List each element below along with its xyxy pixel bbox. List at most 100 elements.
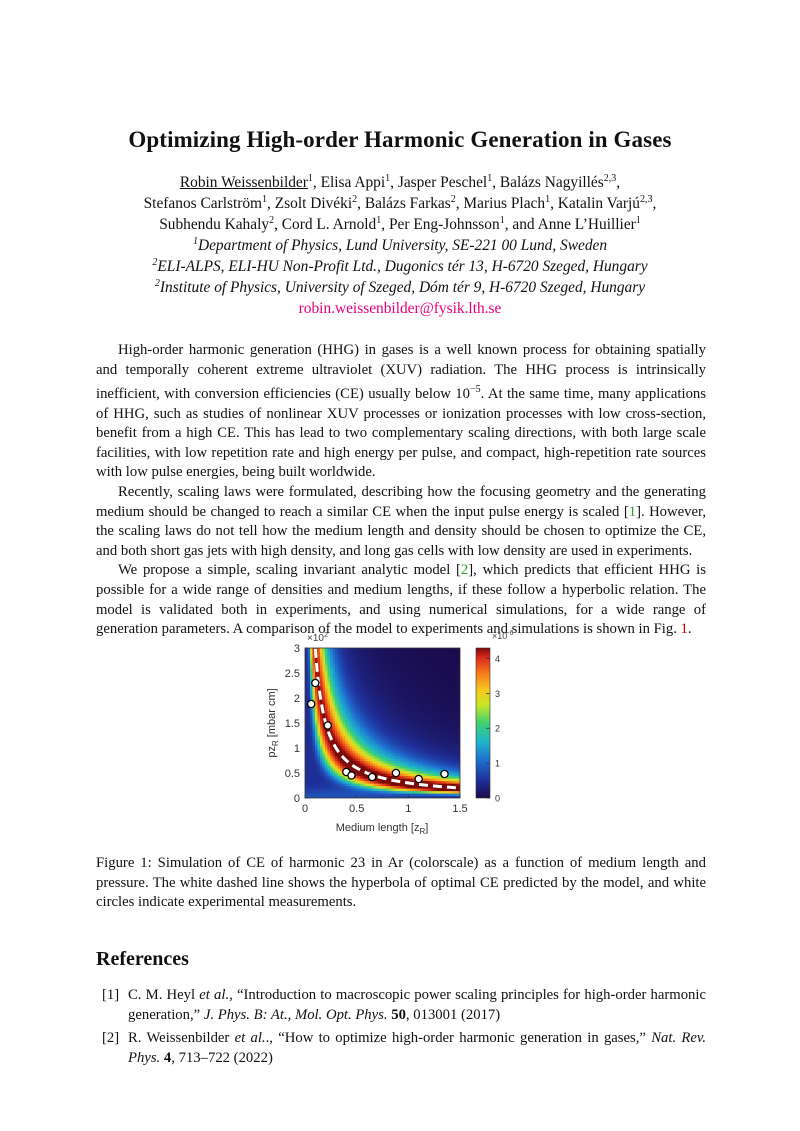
author-affiliation-mark: 1 [499, 214, 505, 226]
author-separator: , and [504, 216, 538, 233]
contact-email[interactable]: robin.weissenbilder@fysik.lth.se [298, 300, 502, 317]
figure-link-1[interactable]: 1 [680, 621, 688, 638]
experimental-point [323, 721, 332, 730]
x-tick-label: 1 [405, 803, 411, 815]
reference-rest: , 713–722 (2022) [171, 1049, 273, 1066]
reference-rest: , 013001 (2017) [405, 1006, 501, 1023]
author-affiliation-mark: 1 [376, 214, 382, 226]
author-separator: , [312, 174, 321, 191]
author-name: Marius Plach [463, 195, 546, 212]
author-name: Katalin Varjú [557, 195, 640, 212]
reference-title: ., “How to optimize high-order harmonic … [265, 1030, 652, 1047]
paragraph-3-text-cont: ], which predicts that efficient HHG is … [96, 562, 706, 638]
experimental-point [391, 768, 401, 778]
author-name: Robin Weissenbilder [179, 174, 308, 191]
affiliation: 1Department of Physics, Lund University,… [60, 235, 740, 256]
paragraph-1-text: High-order harmonic generation (HHG) in … [96, 342, 706, 403]
author-affiliation-mark: 2,3 [640, 193, 653, 205]
colorbar [475, 647, 491, 799]
experimental-point [347, 771, 356, 780]
author-name: Balázs Farkas [364, 195, 451, 212]
author-separator: , [274, 216, 282, 233]
y-axis-label: pzR [mbar cm] [266, 688, 280, 757]
experimental-point [367, 772, 377, 782]
x-axis-label: Medium length [zR] [336, 822, 429, 836]
author-name: Jasper Peschel [397, 174, 488, 191]
experimental-point [311, 678, 320, 688]
author-name: Per Eng-Johnsson [388, 216, 500, 233]
y-tick-label: 0.5 [285, 768, 300, 780]
reference-etal: et al. [199, 987, 230, 1003]
author-affiliation-mark: 2 [352, 193, 358, 205]
colorbar-multiplier: ×10-6 [492, 630, 514, 641]
reference-number: [1] [102, 987, 120, 1003]
author-affiliation-mark: 1 [307, 172, 313, 184]
heatmap-cells [305, 648, 460, 798]
paragraph-2-text-cont: ]. However, the scaling laws do not tell… [96, 503, 706, 559]
y-tick-label: 2 [294, 693, 300, 705]
reference-volume: 4 [163, 1049, 172, 1066]
paragraph-1: High-order harmonic generation (HHG) in … [96, 341, 706, 483]
author-affiliation-mark: 1 [487, 172, 493, 184]
author-affiliation-mark: 1 [545, 193, 551, 205]
author-separator: , [652, 195, 657, 212]
experimental-point [306, 699, 316, 709]
affiliation-mark: 2 [154, 277, 160, 289]
author-name: Cord L. Arnold [281, 216, 377, 233]
reference-item: [1] C. M. Heyl et al., “Introduction to m… [96, 986, 706, 1025]
experimental-point [414, 774, 423, 784]
x-tick-label: 1.5 [452, 803, 467, 815]
reference-title: , “Introduction to macroscopic power sca… [128, 987, 706, 1023]
citation-link-2[interactable]: 2 [460, 562, 469, 579]
citation-link-1[interactable]: 1 [628, 503, 637, 520]
reference-journal: Nat. Rev. Phys. [128, 1030, 706, 1066]
reference-number: [2] [102, 1030, 120, 1047]
author-affiliation-mark: 1 [262, 193, 268, 205]
affiliation: 2ELI-ALPS, ELI-HU Non-Profit Ltd., Dugon… [60, 256, 740, 277]
affiliation: 2Institute of Physics, University of Sze… [60, 277, 740, 298]
affiliation-mark: 2 [152, 256, 158, 268]
paragraph-3-end: . [687, 621, 692, 638]
author-name: Zsolt Divéki [274, 195, 353, 212]
author-name: Stefanos Carlström [143, 195, 263, 212]
affiliation-text: Institute of Physics, University of Szeg… [159, 279, 646, 296]
author-name: Elisa Appi [320, 174, 386, 191]
paragraph-3-text: We propose a simple, scaling invariant a… [118, 562, 461, 579]
paper-title: Optimizing High-order Harmonic Generatio… [128, 127, 672, 152]
y-tick-label: 0 [294, 793, 300, 805]
affiliation-mark: 1 [192, 235, 198, 247]
reference-journal: J. Phys. B: At., Mol. Opt. Phys. [203, 1006, 388, 1023]
colorbar-ticks: 0 1 2 3 4 [486, 654, 500, 804]
author-name: Balázs Nagyillés [499, 174, 604, 191]
paragraph-2-text: Recently, scaling laws were formulated, … [96, 484, 706, 520]
colorbar-tick-label: 0 [495, 794, 500, 804]
y-tick-label: 1 [294, 743, 300, 755]
author-separator: , [357, 195, 365, 212]
y-axis-ticks: 0 0.5 1 1.5 2 2.5 3 [285, 643, 308, 805]
author-separator: , [381, 216, 389, 233]
paragraph-3: We propose a simple, scaling invariant a… [96, 561, 706, 639]
author-affiliation-mark: 2 [450, 193, 456, 205]
reference-volume: 50 [391, 1006, 406, 1023]
author-block: Robin Weissenbilder1, Elisa Appi1, Jaspe… [60, 172, 740, 319]
author-affiliation-mark: 1 [635, 214, 641, 226]
reference-item: [2] R. Weissenbilder et al.., “How to opt… [96, 1029, 706, 1068]
author-affiliation-mark: 2,3 [603, 172, 617, 184]
heatmap-chart: 0 0.5 1 1.5 0 0.5 1 1.5 2 2.5 3 ×102 Medium lengt… [266, 630, 514, 836]
y-tick-label: 2.5 [285, 668, 300, 680]
paragraph-1-text-cont: . At the same time, many applications of… [96, 386, 706, 481]
author-separator: , [390, 174, 398, 191]
author-separator: , [455, 195, 464, 212]
optimal-ce-hyperbola [313, 648, 460, 790]
y-tick-label: 1.5 [285, 718, 300, 730]
y-multiplier: ×102 [307, 632, 328, 644]
figure-1: 0 0.5 1 1.5 0 0.5 1 1.5 2 2.5 3 ×102 Medium lengt… [260, 628, 540, 840]
reference-authors: R. Weissenbilder [128, 1030, 235, 1047]
x-axis-ticks: 0 0.5 1 1.5 [302, 795, 468, 815]
figure-caption: Figure 1: Simulation of CE of harmonic 2… [96, 855, 706, 911]
x-tick-label: 0 [302, 803, 308, 815]
reference-list: [1] C. M. Heyl et al., “Introduction to m… [96, 986, 706, 1072]
author-affiliation-mark: 1 [385, 172, 391, 184]
author-name: Anne L’Huillier [537, 216, 636, 233]
affiliation-text: ELI-ALPS, ELI-HU Non-Profit Ltd., Dugoni… [157, 258, 648, 275]
